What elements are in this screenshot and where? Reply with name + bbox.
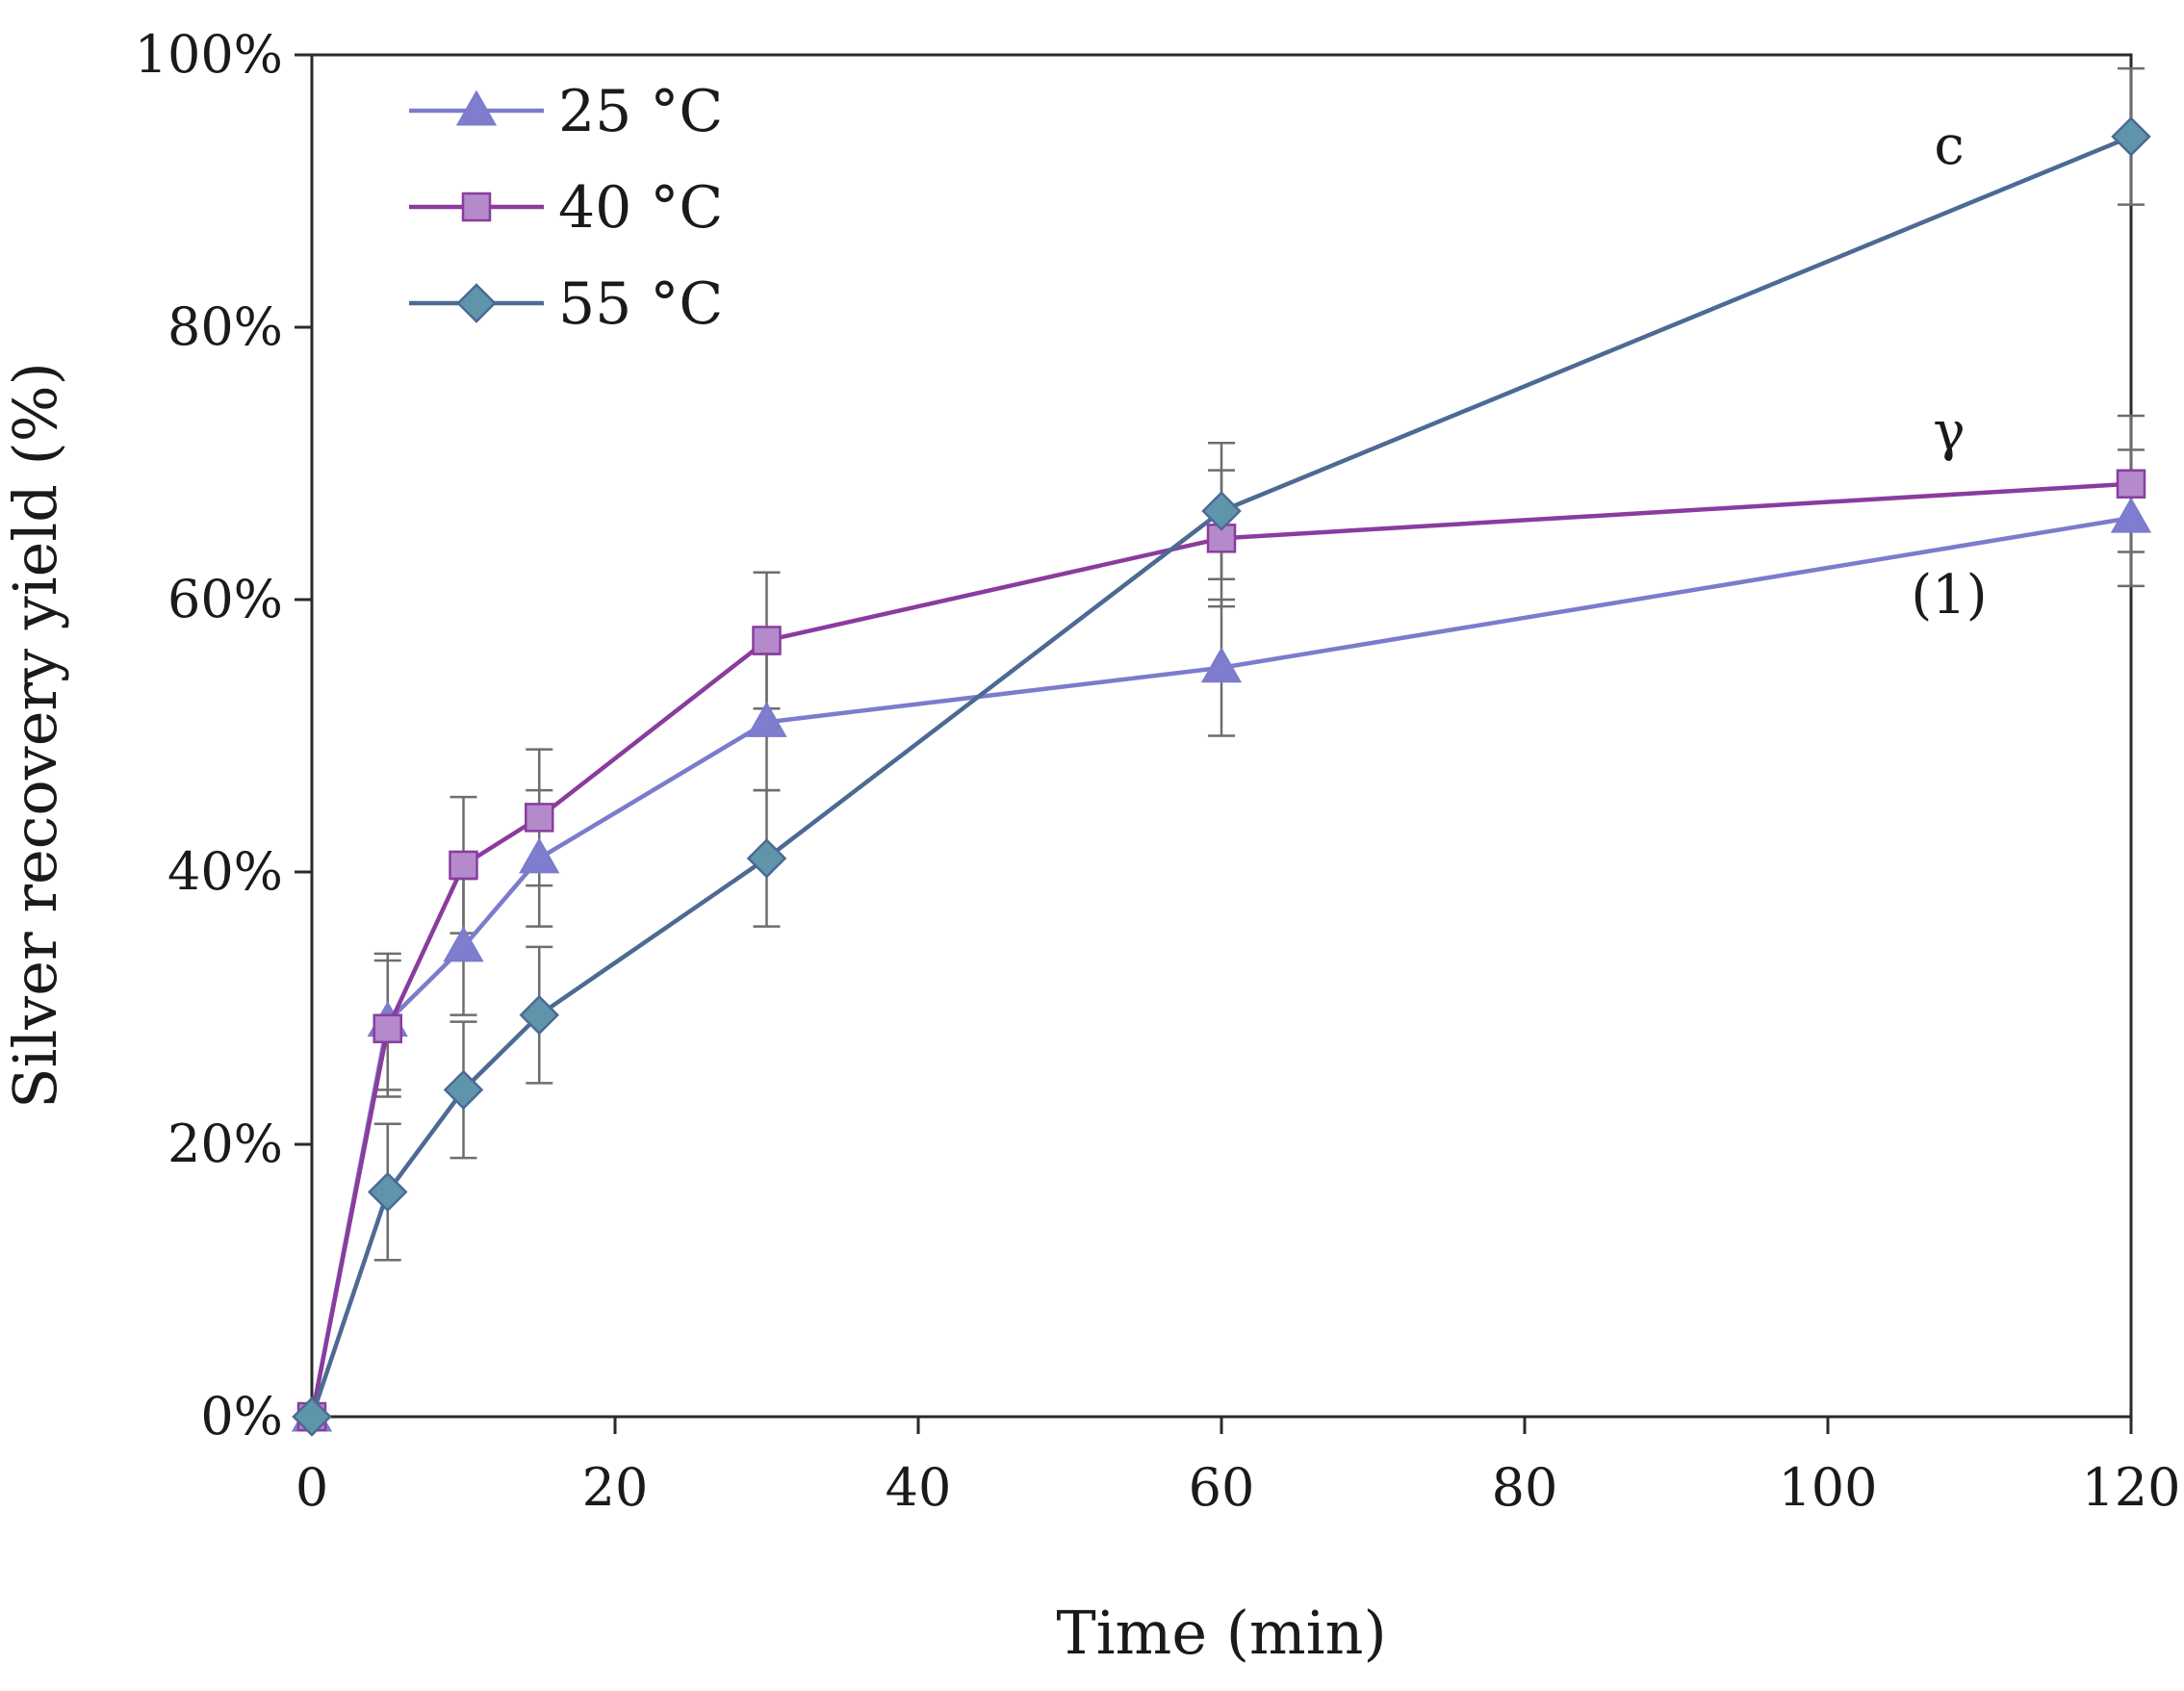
data-point	[2111, 116, 2151, 157]
data-point	[746, 838, 787, 879]
legend: 25 °C 40 °C 55 °C	[409, 78, 723, 338]
data-point	[519, 994, 560, 1036]
legend-label: 40 °C	[558, 174, 723, 242]
axes: 0 20 40 60 80 100 120 0% 20% 40% 60% 80% 100%	[135, 24, 2181, 1518]
data-point	[2110, 497, 2152, 533]
annotation-label: γ	[1933, 400, 1965, 463]
data-point	[1200, 647, 1243, 683]
x-tick-label: 120	[2081, 1457, 2180, 1518]
data-point	[525, 803, 554, 833]
data-point	[449, 850, 478, 881]
y-tick-label: 40%	[167, 841, 283, 902]
x-axis-title: Time (min)	[1056, 1598, 1386, 1668]
x-tick-label: 60	[1189, 1457, 1255, 1518]
y-tick-label: 100%	[135, 24, 283, 85]
data-point	[1201, 491, 1242, 531]
legend-swatch-marker	[456, 283, 497, 323]
series-group	[291, 116, 2152, 1437]
y-tick-label: 20%	[167, 1114, 283, 1174]
data-point	[292, 1396, 332, 1437]
y-tick-label: 80%	[167, 296, 283, 357]
annotation-label: c	[1934, 115, 1964, 177]
data-point	[519, 837, 560, 874]
annotation-label: (1)	[1911, 564, 1987, 627]
x-tick-label: 40	[886, 1457, 952, 1518]
legend-swatch-marker	[461, 192, 492, 222]
x-tick-label: 80	[1492, 1457, 1558, 1518]
x-tick-label: 20	[582, 1457, 649, 1518]
legend-label: 25 °C	[558, 78, 723, 145]
legend-swatch-marker	[455, 90, 498, 126]
legend-item: 40 °C	[409, 174, 723, 242]
y-tick-label: 60%	[167, 569, 283, 629]
data-point	[746, 701, 787, 737]
data-point	[373, 1013, 402, 1043]
legend-item: 55 °C	[409, 270, 723, 338]
y-tick-label: 0%	[200, 1386, 283, 1447]
x-tick-label: 100	[1778, 1457, 1877, 1518]
series-diamond	[292, 116, 2151, 1437]
error-bars	[373, 66, 2145, 1262]
legend-label: 55 °C	[558, 270, 723, 338]
x-tick-label: 0	[295, 1457, 328, 1518]
legend-item: 25 °C	[409, 78, 723, 145]
data-point	[443, 926, 484, 962]
annotations: c γ (1)	[1911, 115, 1987, 627]
data-point	[752, 626, 782, 655]
data-point	[443, 1069, 484, 1111]
y-axis-title: Silver recovery yield (%)	[0, 362, 70, 1109]
data-point	[367, 1171, 408, 1213]
data-point	[2116, 469, 2146, 499]
